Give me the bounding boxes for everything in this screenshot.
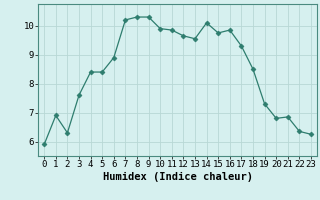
X-axis label: Humidex (Indice chaleur): Humidex (Indice chaleur) [103, 172, 252, 182]
